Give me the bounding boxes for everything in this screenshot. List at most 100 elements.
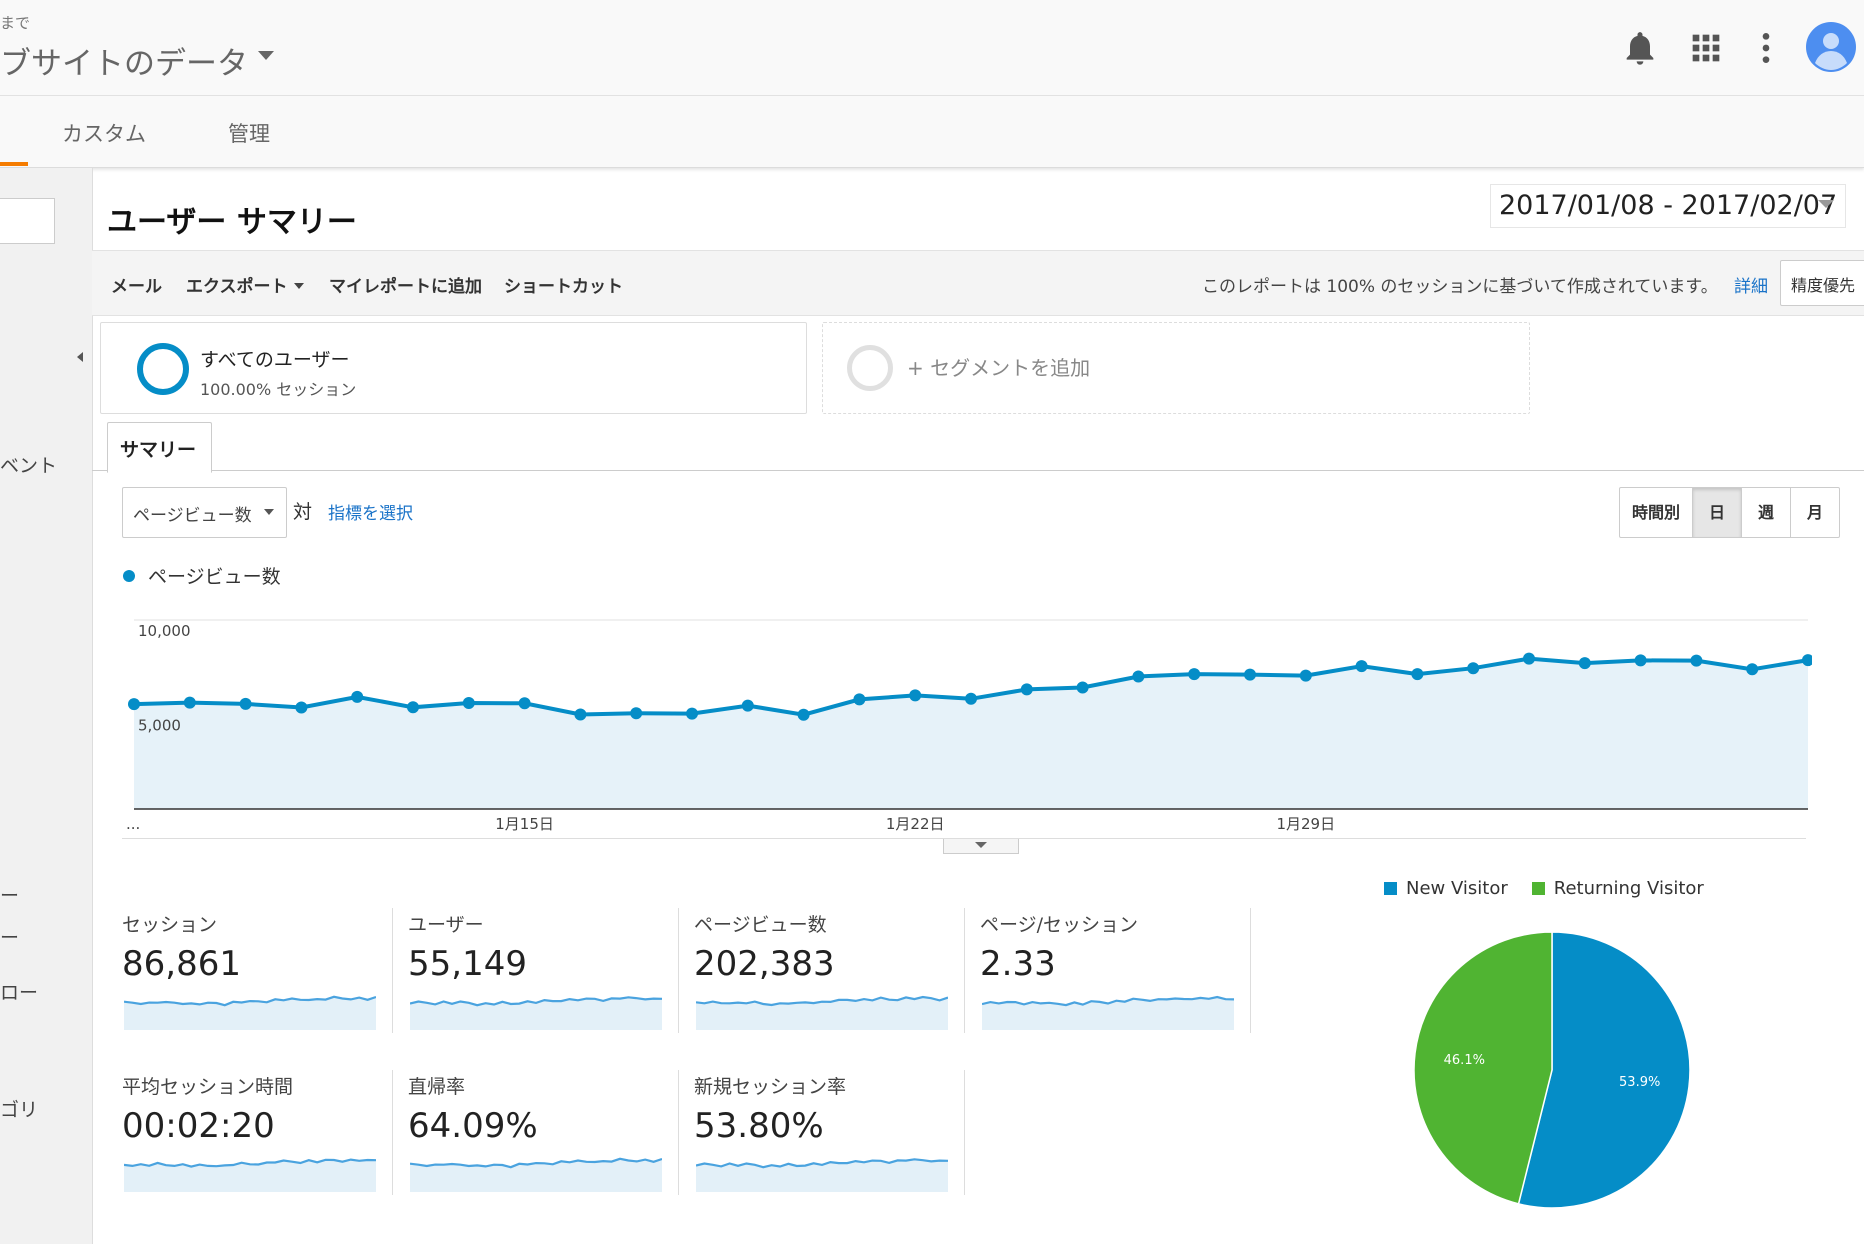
legend-swatch xyxy=(123,570,135,582)
scorecard[interactable]: ページ/セッション 2.33 xyxy=(980,910,1240,1035)
scorecard-divider xyxy=(678,908,679,1033)
details-link[interactable]: 詳細 xyxy=(1734,277,1768,297)
sparkline-area xyxy=(124,996,376,1030)
sidebar-item[interactable]: ベント xyxy=(0,455,58,477)
tab-summary[interactable]: サマリー xyxy=(107,422,212,473)
segment-name: すべてのユーザー xyxy=(200,349,350,371)
tab-divider xyxy=(92,470,1864,471)
granularity-day-button[interactable]: 日 xyxy=(1693,488,1742,537)
date-range-picker[interactable]: 2017/01/08 - 2017/02/07 xyxy=(1490,184,1847,228)
granularity-hourly-button[interactable]: 時間別 xyxy=(1620,488,1693,537)
add-to-dashboard-button[interactable]: マイレポートに追加 xyxy=(329,277,482,297)
data-point xyxy=(295,701,308,714)
y-tick-label: 10,000 xyxy=(138,622,191,640)
data-point xyxy=(1076,681,1089,694)
chevron-down-icon xyxy=(293,283,304,289)
scorecard-label: 平均セッション時間 xyxy=(122,1076,294,1098)
data-point xyxy=(1244,668,1256,681)
data-point xyxy=(1299,669,1312,682)
chart-collapse-button[interactable] xyxy=(943,839,1019,854)
scorecard-value: 2.33 xyxy=(980,944,1056,984)
scorecard[interactable]: 平均セッション時間 00:02:20 xyxy=(122,1072,382,1197)
metric-select[interactable]: ページビュー数 xyxy=(122,487,287,538)
chevron-down-icon xyxy=(264,509,274,515)
scorecard[interactable]: 直帰率 64.09% xyxy=(408,1072,668,1197)
pie-slice[interactable] xyxy=(1517,931,1691,1209)
active-tab-indicator xyxy=(0,162,28,166)
export-button[interactable]: エクスポート xyxy=(186,272,304,297)
scorecard-label: セッション xyxy=(122,914,218,936)
data-point xyxy=(574,708,587,721)
data-point xyxy=(686,707,698,720)
scorecard-label: 新規セッション率 xyxy=(694,1076,847,1098)
scorecard-label: ページビュー数 xyxy=(694,914,827,936)
sidebar-item[interactable]: ロー xyxy=(0,982,39,1004)
data-point xyxy=(1690,654,1703,667)
scorecard-label: ユーザー xyxy=(408,914,484,936)
scorecard-sparkline xyxy=(124,1158,376,1192)
sidebar-item[interactable]: ゴリ xyxy=(0,1099,39,1121)
sampling-notice: このレポートは 100% のセッションに基づいて作成されています。 xyxy=(1202,277,1718,297)
chevron-left-icon xyxy=(77,352,83,362)
bell-icon[interactable] xyxy=(1620,28,1660,68)
scorecard[interactable]: ユーザー 55,149 xyxy=(408,910,668,1035)
metric-select-label: ページビュー数 xyxy=(133,506,252,526)
sparkline-line xyxy=(982,995,1234,1007)
scorecard-sparkline xyxy=(696,995,948,1030)
data-point xyxy=(1132,670,1145,683)
chevron-down-icon[interactable] xyxy=(1818,200,1834,208)
data-point xyxy=(797,708,810,721)
sidebar-search-input[interactable] xyxy=(0,198,55,244)
sidebar-item[interactable]: ー xyxy=(0,927,20,949)
sidebar-item[interactable]: ー xyxy=(0,885,20,907)
property-selector[interactable]: ブサイトのデータ xyxy=(0,38,274,83)
pageviews-chart: 10,000 5,000... 1月15日 1月22日 1月29日 xyxy=(126,619,1812,833)
pie-legend-swatch xyxy=(1531,882,1545,895)
nav-tab-admin[interactable]: 管理 xyxy=(228,122,270,146)
data-point xyxy=(1523,652,1535,665)
scorecard-divider xyxy=(392,1070,393,1195)
scorecard[interactable]: 新規セッション率 53.80% xyxy=(694,1072,954,1197)
scorecard-value: 202,383 xyxy=(694,944,835,984)
data-point xyxy=(1467,662,1480,675)
scorecard-divider xyxy=(964,908,965,1033)
breadcrumb: まで xyxy=(0,14,31,32)
scorecard-value: 64.09% xyxy=(408,1106,538,1146)
granularity-week-button[interactable]: 週 xyxy=(1742,488,1791,537)
data-point xyxy=(518,697,531,710)
account-avatar-icon[interactable] xyxy=(1806,22,1856,72)
scorecard-sparkline xyxy=(982,995,1234,1030)
export-label: エクスポート xyxy=(186,277,288,297)
add-segment-button[interactable]: + セグメントを追加 xyxy=(822,322,1530,414)
scorecard[interactable]: ページビュー数 202,383 xyxy=(694,910,954,1035)
sparkline-line xyxy=(124,995,376,1007)
apps-grid-icon[interactable] xyxy=(1686,28,1726,68)
data-point xyxy=(239,697,252,710)
scorecard-divider xyxy=(678,1070,679,1195)
page-title: ユーザー サマリー xyxy=(107,205,357,240)
data-point xyxy=(351,690,364,703)
collapse-sidebar-button[interactable] xyxy=(72,346,92,368)
nav-tab-custom[interactable]: カスタム xyxy=(62,122,146,146)
pie-legend-item-new[interactable]: New Visitor xyxy=(1384,878,1508,899)
scorecard-divider xyxy=(1250,908,1251,1033)
pie-slice[interactable] xyxy=(1414,931,1553,1205)
choose-metric-link[interactable]: 指標を選択 xyxy=(328,504,413,524)
pie-slice-label: 53.9% xyxy=(1619,1075,1660,1090)
sparkline-area xyxy=(410,997,662,1030)
more-vert-icon[interactable] xyxy=(1746,28,1786,68)
segment-all-users[interactable]: すべてのユーザー 100.00% セッション xyxy=(100,322,807,414)
precision-select[interactable]: 精度優先 xyxy=(1780,260,1864,306)
shortcut-button[interactable]: ショートカット xyxy=(504,277,623,297)
pie-legend-item-returning[interactable]: Returning Visitor xyxy=(1531,878,1704,899)
scorecard[interactable]: セッション 86,861 xyxy=(122,910,382,1035)
data-point xyxy=(1020,683,1033,696)
email-button[interactable]: メール xyxy=(111,277,162,297)
data-point xyxy=(1746,663,1759,676)
granularity-month-button[interactable]: 月 xyxy=(1806,503,1823,522)
data-point xyxy=(853,693,866,706)
sparkline-area xyxy=(410,1158,662,1192)
add-segment-label: + セグメントを追加 xyxy=(907,356,1091,380)
data-point xyxy=(1411,668,1424,681)
data-point xyxy=(183,696,196,709)
